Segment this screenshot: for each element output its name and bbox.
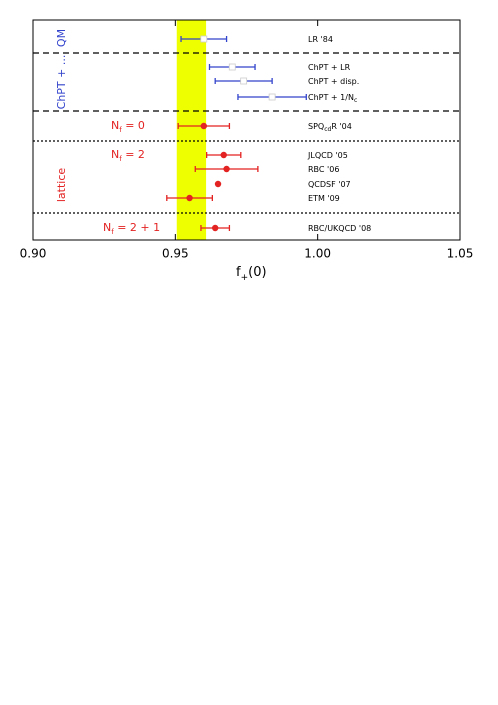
row-label-part: ChPT + 1/N <box>308 93 354 102</box>
group-label: Nf = 2 <box>111 148 145 163</box>
row-label-part: RBC/UKQCD '08 <box>308 224 371 233</box>
point <box>268 93 276 101</box>
row-label: ChPT + disp. <box>308 77 359 86</box>
point <box>220 151 227 159</box>
row-label-part: R '04 <box>331 122 351 131</box>
group-label-part: = 2 + 1 <box>114 221 160 234</box>
group-label-part: N <box>111 148 119 161</box>
row-label-part: SPQ <box>308 122 324 131</box>
x-tick-label: 0.90 <box>20 247 47 261</box>
group-label-part: N <box>111 119 119 132</box>
x-tick-label: 1.00 <box>304 247 331 261</box>
point <box>211 224 219 232</box>
point <box>228 63 236 71</box>
row-label: LR '84 <box>308 35 333 44</box>
x-axis-label: f+(0) <box>236 265 267 283</box>
group-label-part: lattice <box>55 168 68 203</box>
row-label-part: QCDSF '07 <box>308 180 351 189</box>
x-axis-label-part: + <box>241 273 249 283</box>
group-label: Nf = 0 <box>111 119 145 134</box>
group-label-part: ChPT + ... <box>55 55 68 110</box>
group-label-part: f <box>119 126 122 134</box>
group-label-part: N <box>103 221 111 234</box>
row-label-part: cd <box>324 126 331 133</box>
x-axis-label-part: (0) <box>248 265 266 280</box>
row-label-part: JLQCD '05 <box>307 151 348 160</box>
row-label-part: ChPT + LR <box>308 63 351 72</box>
plot-frame <box>32 19 461 241</box>
band <box>176 20 207 240</box>
group-label: QM <box>55 29 68 47</box>
group-label: ChPT + ... <box>55 55 68 110</box>
point <box>200 35 208 43</box>
group-label-part: = 0 <box>122 119 145 132</box>
row-label-part: c <box>354 97 357 104</box>
row-label: JLQCD '05 <box>307 151 348 160</box>
x-axis-label-part: f <box>236 265 241 280</box>
row-label-part: ETM '09 <box>308 194 340 203</box>
row-label: QCDSF '07 <box>308 180 351 189</box>
group-label-part: f <box>111 228 114 236</box>
row-label-part: LR '84 <box>308 35 333 44</box>
row-label: RBC/UKQCD '08 <box>308 224 371 233</box>
row-label: RBC '06 <box>308 165 339 174</box>
row-label: ETM '09 <box>308 194 340 203</box>
group-label-part: QM <box>55 29 68 47</box>
row-label-part: RBC '06 <box>308 165 339 174</box>
x-tick-label: 0.95 <box>162 247 189 261</box>
group-label: Nf = 2 + 1 <box>103 221 160 236</box>
group-label: lattice <box>55 168 68 203</box>
row-label: ChPT + LR <box>308 63 351 72</box>
point <box>240 77 248 85</box>
group-label-part: = 2 <box>122 148 145 161</box>
point <box>223 165 230 173</box>
point <box>214 180 222 188</box>
row-label: SPQcdR '04 <box>308 122 352 134</box>
group-label-part: f <box>119 155 122 163</box>
row-label-part: ChPT + disp. <box>308 77 359 86</box>
x-tick-label: 1.05 <box>447 247 474 261</box>
row-label: ChPT + 1/Nc <box>308 93 357 105</box>
point <box>186 194 193 202</box>
point <box>200 122 207 130</box>
